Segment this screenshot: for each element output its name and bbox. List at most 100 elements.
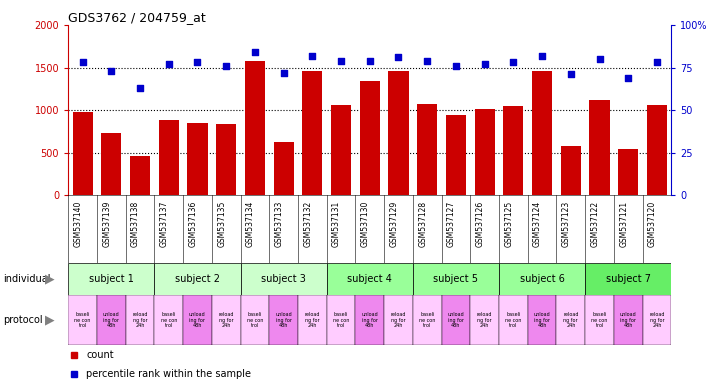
- Bar: [614, 295, 643, 345]
- Bar: [589, 100, 610, 195]
- Text: count: count: [86, 350, 114, 360]
- Point: [565, 71, 577, 78]
- Bar: [647, 105, 667, 195]
- Text: GSM537123: GSM537123: [561, 201, 571, 247]
- Point: [508, 60, 519, 66]
- Bar: [618, 149, 638, 195]
- Point: [192, 60, 203, 66]
- Bar: [446, 115, 466, 195]
- Text: individual: individual: [4, 274, 51, 284]
- Bar: [532, 71, 552, 195]
- Text: GSM537128: GSM537128: [418, 201, 427, 247]
- Text: GSM537129: GSM537129: [389, 201, 398, 247]
- Point: [163, 61, 174, 67]
- Point: [134, 85, 146, 91]
- Point: [536, 53, 548, 59]
- Point: [335, 58, 347, 64]
- Bar: [274, 142, 294, 195]
- Text: reload
ng for
24h: reload ng for 24h: [132, 312, 148, 328]
- Bar: [212, 295, 241, 345]
- Bar: [384, 295, 413, 345]
- Text: reload
ng for
24h: reload ng for 24h: [649, 312, 665, 328]
- Text: ▶: ▶: [45, 273, 55, 285]
- Text: ▶: ▶: [45, 314, 55, 327]
- Text: baseli
ne con
trol: baseli ne con trol: [75, 312, 90, 328]
- Bar: [413, 295, 442, 345]
- Point: [479, 61, 490, 67]
- Bar: [388, 71, 409, 195]
- Text: subject 6: subject 6: [520, 274, 564, 284]
- Point: [393, 54, 404, 60]
- Bar: [302, 71, 322, 195]
- Bar: [154, 263, 241, 295]
- Bar: [126, 295, 154, 345]
- Bar: [245, 61, 265, 195]
- Text: reload
ng for
24h: reload ng for 24h: [391, 312, 406, 328]
- Text: percentile rank within the sample: percentile rank within the sample: [86, 369, 251, 379]
- Text: GSM537134: GSM537134: [246, 201, 255, 247]
- Point: [278, 70, 289, 76]
- Bar: [216, 124, 236, 195]
- Point: [106, 68, 117, 74]
- Bar: [298, 295, 327, 345]
- Bar: [475, 109, 495, 195]
- Bar: [327, 295, 355, 345]
- Text: subject 7: subject 7: [606, 274, 651, 284]
- Bar: [101, 133, 121, 195]
- Text: unload
ing for
48h: unload ing for 48h: [447, 312, 465, 328]
- Bar: [585, 295, 614, 345]
- Text: GSM537136: GSM537136: [188, 201, 197, 247]
- Text: subject 2: subject 2: [175, 274, 220, 284]
- Text: reload
ng for
24h: reload ng for 24h: [477, 312, 493, 328]
- Point: [651, 60, 663, 66]
- Bar: [159, 121, 179, 195]
- Bar: [187, 123, 208, 195]
- Point: [364, 58, 376, 64]
- Text: protocol: protocol: [4, 315, 43, 325]
- Bar: [241, 263, 327, 295]
- Bar: [73, 112, 93, 195]
- Bar: [413, 263, 499, 295]
- Point: [623, 75, 634, 81]
- Bar: [331, 105, 351, 195]
- Text: GDS3762 / 204759_at: GDS3762 / 204759_at: [68, 11, 206, 24]
- Text: GSM537139: GSM537139: [102, 201, 111, 247]
- Bar: [269, 295, 298, 345]
- Text: unload
ing for
48h: unload ing for 48h: [620, 312, 637, 328]
- Bar: [327, 263, 413, 295]
- Bar: [130, 156, 150, 195]
- Text: unload
ing for
48h: unload ing for 48h: [189, 312, 206, 328]
- Text: GSM537133: GSM537133: [274, 201, 284, 247]
- Point: [307, 53, 318, 59]
- Text: subject 5: subject 5: [434, 274, 478, 284]
- Text: baseli
ne con
trol: baseli ne con trol: [247, 312, 263, 328]
- Bar: [556, 295, 585, 345]
- Bar: [499, 263, 585, 295]
- Text: GSM537135: GSM537135: [217, 201, 226, 247]
- Text: GSM537124: GSM537124: [533, 201, 542, 247]
- Text: baseli
ne con
trol: baseli ne con trol: [333, 312, 349, 328]
- Text: unload
ing for
48h: unload ing for 48h: [103, 312, 120, 328]
- Bar: [503, 106, 523, 195]
- Bar: [68, 263, 154, 295]
- Point: [421, 58, 433, 64]
- Bar: [528, 295, 556, 345]
- Text: GSM537137: GSM537137: [159, 201, 169, 247]
- Text: reload
ng for
24h: reload ng for 24h: [563, 312, 579, 328]
- Text: subject 3: subject 3: [261, 274, 306, 284]
- Text: unload
ing for
48h: unload ing for 48h: [275, 312, 292, 328]
- Bar: [154, 295, 183, 345]
- Bar: [643, 295, 671, 345]
- Text: unload
ing for
48h: unload ing for 48h: [533, 312, 551, 328]
- Point: [450, 63, 462, 69]
- Point: [220, 63, 232, 69]
- Text: GSM537121: GSM537121: [619, 201, 628, 247]
- Bar: [360, 81, 380, 195]
- Text: unload
ing for
48h: unload ing for 48h: [361, 312, 378, 328]
- Bar: [97, 295, 126, 345]
- Bar: [561, 146, 581, 195]
- Text: GSM537131: GSM537131: [332, 201, 341, 247]
- Point: [77, 60, 88, 66]
- Text: reload
ng for
24h: reload ng for 24h: [218, 312, 234, 328]
- Bar: [442, 295, 470, 345]
